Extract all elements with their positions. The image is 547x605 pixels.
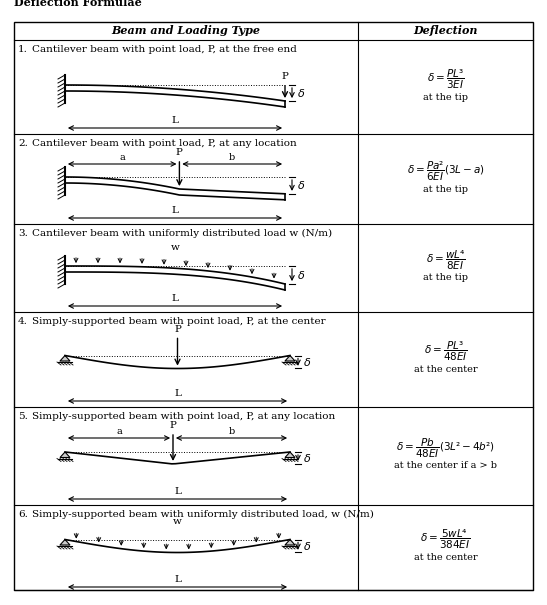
Text: at the center: at the center bbox=[414, 553, 478, 562]
Text: $\delta$: $\delta$ bbox=[303, 540, 311, 552]
Polygon shape bbox=[285, 540, 295, 545]
Text: Deflection: Deflection bbox=[413, 25, 478, 36]
Text: $δ = \dfrac{PL³}{48EI}$: $δ = \dfrac{PL³}{48EI}$ bbox=[423, 340, 468, 363]
Polygon shape bbox=[60, 452, 70, 457]
Text: P: P bbox=[174, 324, 181, 333]
Text: b: b bbox=[229, 153, 235, 162]
Text: 5.: 5. bbox=[18, 412, 28, 421]
Text: P: P bbox=[176, 148, 183, 157]
Text: $\delta$: $\delta$ bbox=[297, 269, 305, 281]
Text: w: w bbox=[171, 243, 179, 252]
Text: $\delta$: $\delta$ bbox=[297, 87, 305, 99]
Text: L: L bbox=[174, 575, 181, 584]
Text: 3.: 3. bbox=[18, 229, 28, 238]
Polygon shape bbox=[60, 356, 70, 361]
Text: 1.: 1. bbox=[18, 45, 28, 54]
Text: $δ = \dfrac{wL⁴}{8EI}$: $δ = \dfrac{wL⁴}{8EI}$ bbox=[426, 249, 465, 272]
Text: $δ = \dfrac{Pa²}{6EI}(3L − a)$: $δ = \dfrac{Pa²}{6EI}(3L − a)$ bbox=[407, 159, 484, 183]
Polygon shape bbox=[285, 356, 295, 361]
Text: at the tip: at the tip bbox=[423, 185, 468, 194]
Text: Cantilever beam with uniformly distributed load w (N/m): Cantilever beam with uniformly distribut… bbox=[32, 229, 332, 238]
Text: Simply-supported beam with point load, P, at the center: Simply-supported beam with point load, P… bbox=[32, 317, 325, 326]
Text: 4.: 4. bbox=[18, 317, 28, 326]
Text: b: b bbox=[229, 427, 235, 436]
Text: $\delta$: $\delta$ bbox=[303, 356, 311, 368]
Text: Cantilever beam with point load, P, at the free end: Cantilever beam with point load, P, at t… bbox=[32, 45, 297, 54]
Text: P: P bbox=[170, 421, 177, 430]
Text: L: L bbox=[172, 294, 178, 303]
Polygon shape bbox=[60, 540, 70, 545]
Text: a: a bbox=[116, 427, 122, 436]
Text: L: L bbox=[172, 116, 178, 125]
Text: at the center if a > b: at the center if a > b bbox=[394, 462, 497, 471]
Text: L: L bbox=[174, 487, 181, 496]
Text: at the tip: at the tip bbox=[423, 93, 468, 102]
Text: Simply-supported beam with point load, P, at any location: Simply-supported beam with point load, P… bbox=[32, 412, 335, 421]
Text: Cantilever beam with point load, P, at any location: Cantilever beam with point load, P, at a… bbox=[32, 139, 297, 148]
Text: 2.: 2. bbox=[18, 139, 28, 148]
Text: w: w bbox=[173, 517, 182, 526]
Polygon shape bbox=[285, 452, 295, 457]
Text: P: P bbox=[282, 72, 288, 81]
Text: Simply-supported beam with uniformly distributed load, w (N/m): Simply-supported beam with uniformly dis… bbox=[32, 510, 374, 519]
Text: $\delta$: $\delta$ bbox=[303, 452, 311, 464]
Text: $\delta$: $\delta$ bbox=[297, 180, 305, 191]
Text: a: a bbox=[119, 153, 125, 162]
Text: Deflection Formulae: Deflection Formulae bbox=[14, 0, 142, 8]
Text: L: L bbox=[174, 389, 181, 398]
Text: 6.: 6. bbox=[18, 510, 28, 519]
Text: Beam and Loading Type: Beam and Loading Type bbox=[112, 25, 260, 36]
Text: at the tip: at the tip bbox=[423, 273, 468, 283]
Text: L: L bbox=[172, 206, 178, 215]
Text: $δ = \dfrac{5wL⁴}{384EI}$: $δ = \dfrac{5wL⁴}{384EI}$ bbox=[420, 528, 471, 551]
Text: $δ = \dfrac{Pb}{48EI}(3L² − 4b²)$: $δ = \dfrac{Pb}{48EI}(3L² − 4b²)$ bbox=[396, 436, 495, 460]
Text: at the center: at the center bbox=[414, 365, 478, 374]
Text: $δ = \dfrac{PL³}{3EI}$: $δ = \dfrac{PL³}{3EI}$ bbox=[427, 67, 464, 91]
